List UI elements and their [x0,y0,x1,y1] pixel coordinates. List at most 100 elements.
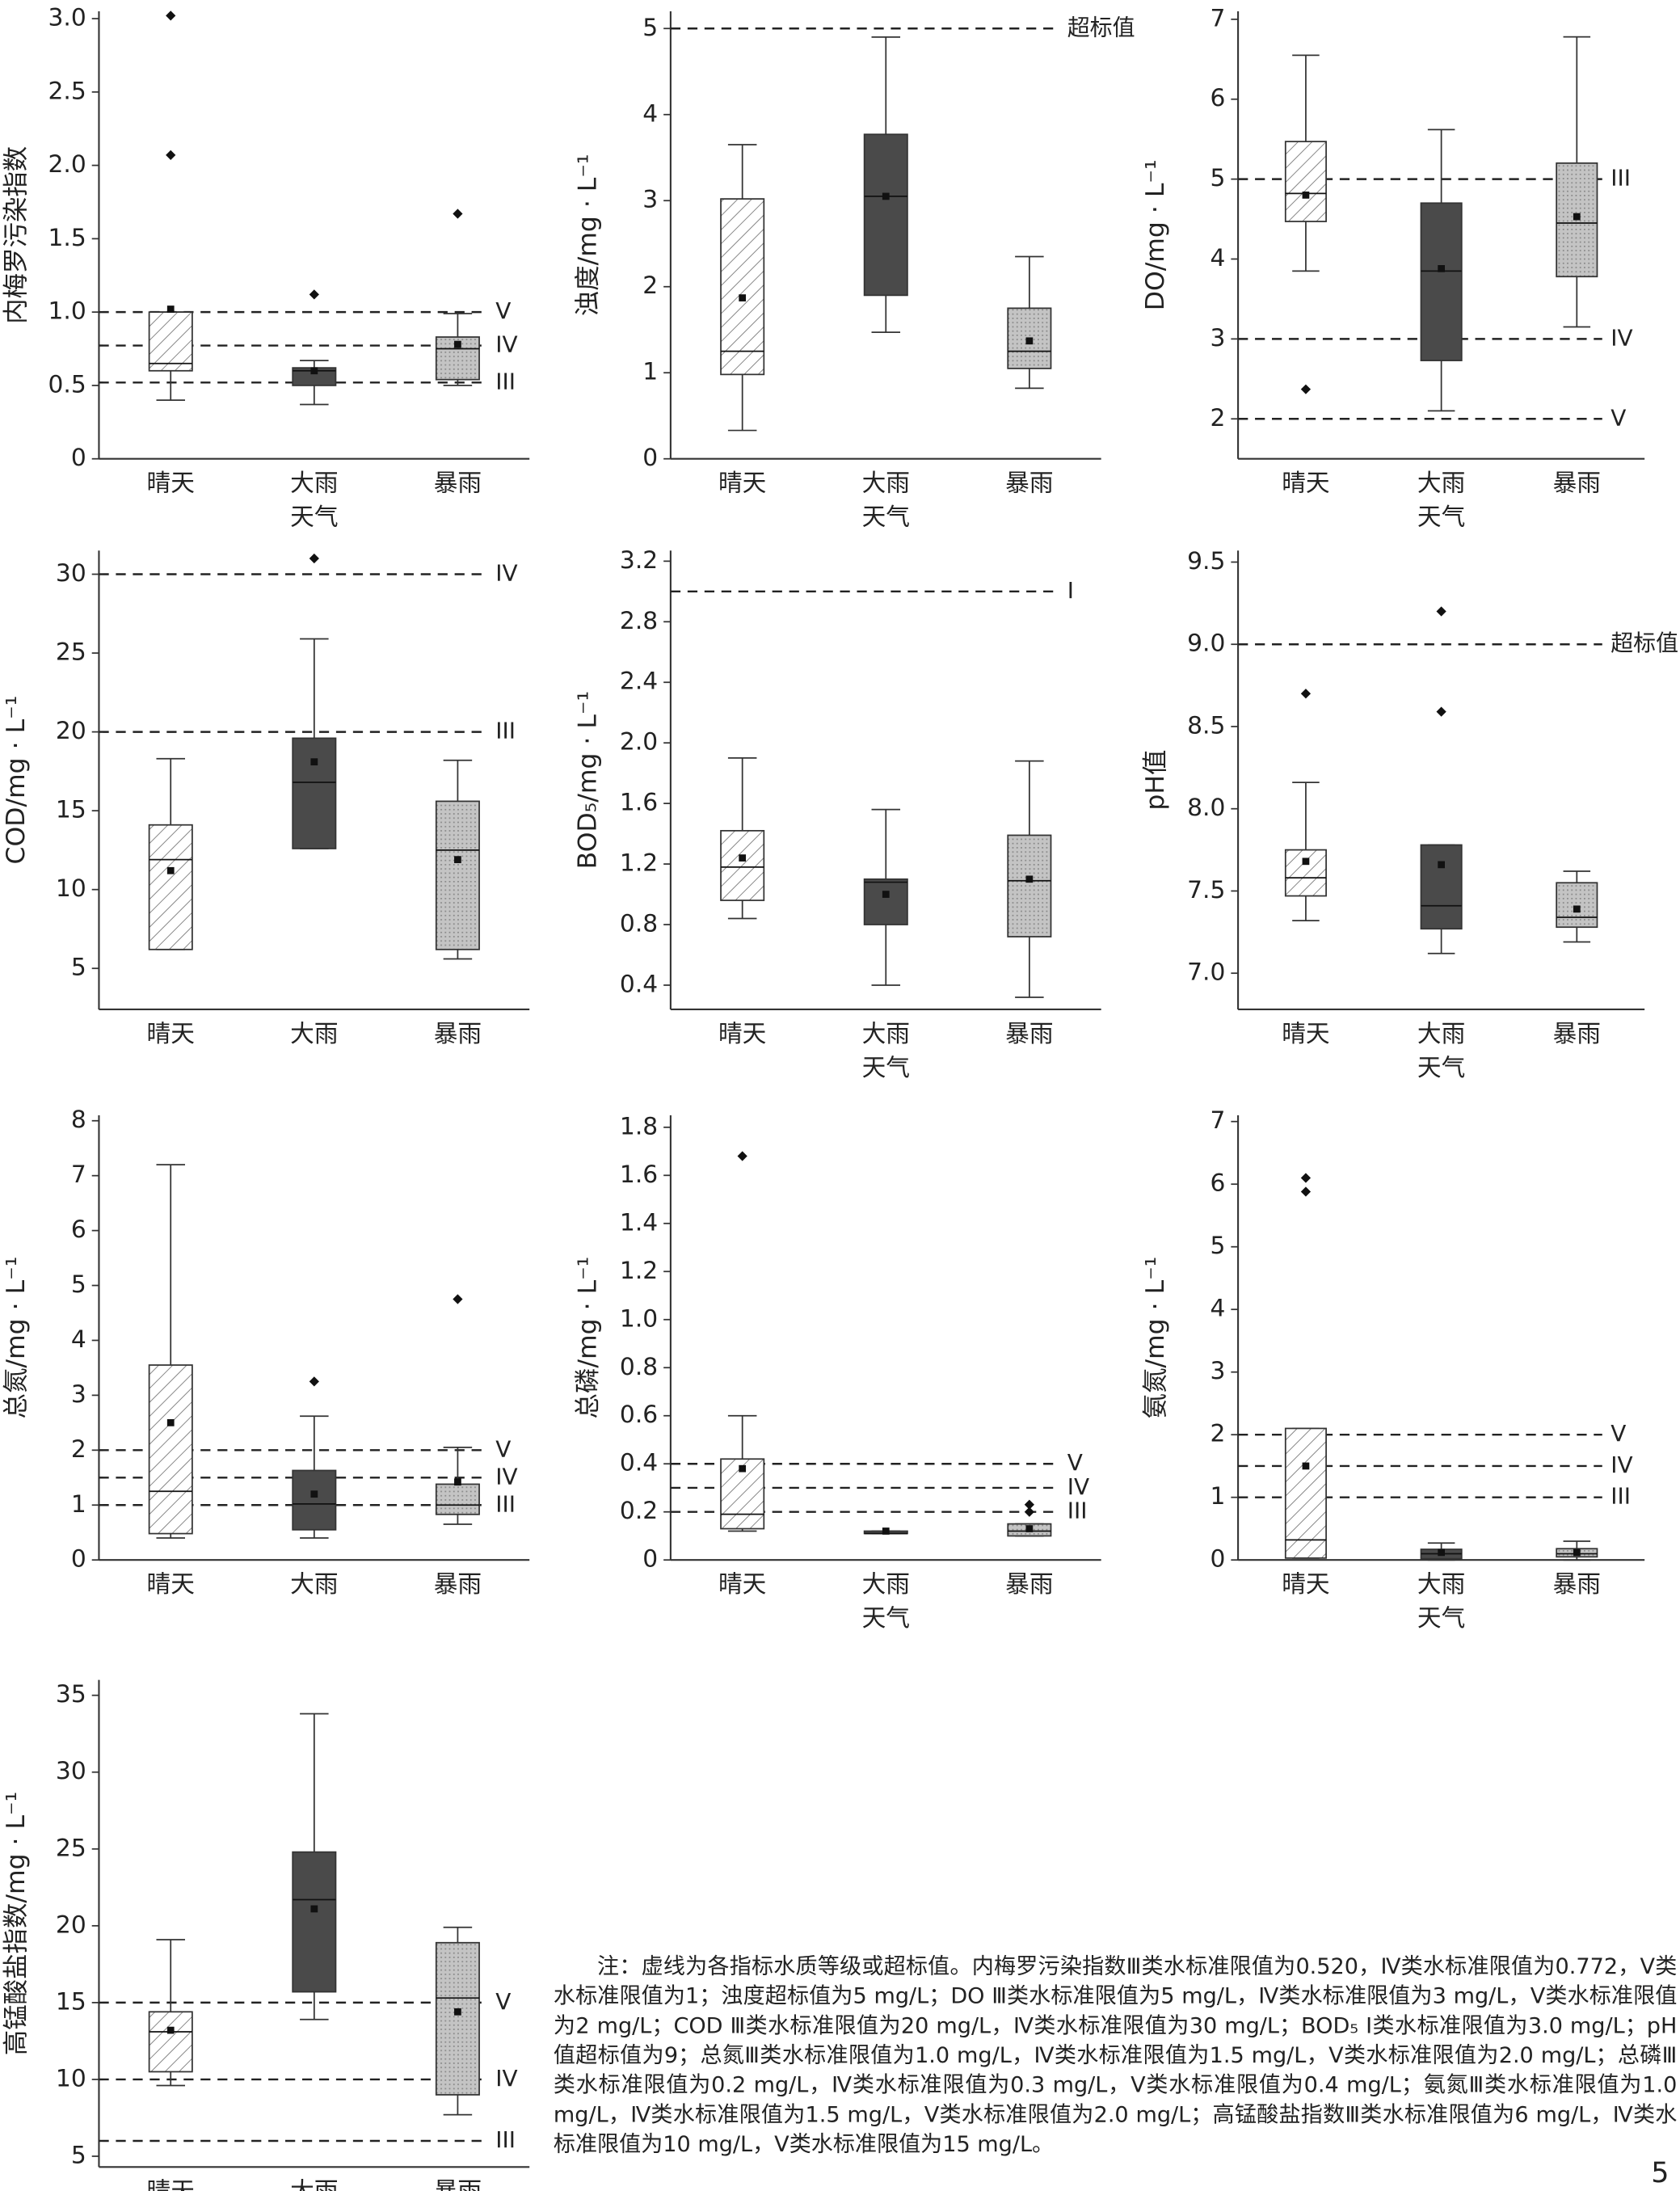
y-tick-label: 8.5 [1187,711,1225,739]
reference-label: III [1611,1483,1631,1510]
y-axis-title: pH值 [1141,750,1170,811]
mean-marker [1302,192,1310,199]
x-tick-label: 大雨 [1417,1570,1465,1599]
x-tick-label: 暴雨 [434,470,482,498]
reference-label: III [495,2126,516,2153]
x-axis-title: 天气 [862,1604,910,1633]
note: 注：虚线为各指标水质等级或超标值。内梅罗污染指数Ⅲ类水标准限值为0.520，Ⅳ类… [553,1953,1678,2158]
reference-label: III [495,1490,516,1517]
mean-marker [310,758,318,766]
box [435,800,480,950]
x-tick-label: 暴雨 [434,2177,482,2191]
x-tick-label: 暴雨 [434,1020,482,1048]
y-tick-label: 2 [642,272,658,300]
y-tick-label: 1.6 [620,1161,658,1189]
y-tick-label: 0.8 [620,910,658,938]
mean-marker [454,340,461,348]
reference-label: 超标值 [1611,630,1678,656]
y-tick-label: 15 [56,1987,86,2016]
y-tick-label: 1.5 [48,224,86,252]
y-tick-label: 20 [56,1911,86,1939]
y-axis-title: DO/mg · L⁻¹ [1141,159,1170,310]
box [720,829,765,901]
x-axis-title: 天气 [1417,1054,1465,1082]
box [720,198,765,376]
box [148,1364,193,1535]
mean-marker [454,856,461,863]
mean-marker [310,1490,318,1498]
outlier [1024,1499,1034,1510]
y-tick-label: 0.2 [620,1497,658,1525]
mean-marker [1302,1462,1310,1470]
x-tick-label: 大雨 [862,470,910,498]
y-tick-label: 3.2 [620,546,658,575]
outlier [453,1294,463,1304]
reference-label: IV [495,2065,517,2092]
y-tick-label: 4 [642,99,658,128]
y-tick-label: 2.5 [48,77,86,105]
mean-marker [1302,857,1310,866]
y-tick-label: 3 [1210,324,1225,352]
y-tick-label: 1 [642,358,658,386]
reference-label: III [1611,165,1631,192]
y-tick-label: 15 [56,796,86,824]
y-axis-title: 氨氮/mg · L⁻¹ [1141,1257,1170,1419]
y-axis-title: 总磷/mg · L⁻¹ [574,1257,603,1419]
mean-marker [739,294,747,301]
mean-marker [1025,875,1034,883]
y-tick-label: 1.4 [620,1208,658,1237]
y-tick-label: 6 [1210,1169,1225,1198]
y-tick-label: 3 [1210,1357,1225,1385]
y-tick-label: 0.4 [620,970,658,998]
mean-marker [1025,337,1034,345]
y-tick-label: 0 [642,444,658,472]
x-tick-label: 晴天 [718,1570,766,1599]
y-tick-label: 4 [1210,244,1225,272]
y-tick-label: 7 [1210,4,1225,32]
y-tick-label: 10 [56,874,86,903]
mean-marker [1438,1548,1445,1557]
outlier [309,1376,319,1387]
outlier [1436,706,1446,717]
outlier [309,553,319,564]
y-tick-label: 35 [56,1680,86,1709]
y-tick-label: 5 [1210,164,1225,192]
box [1284,141,1327,222]
reference-label: IV [495,560,517,587]
mean-marker [1573,1548,1581,1557]
outlier [1300,384,1312,394]
page-number: 5 [1651,2157,1669,2189]
outlier [1024,1506,1034,1517]
y-tick-label: 7 [71,1161,86,1189]
y-tick-label: 20 [56,717,86,745]
note-box: 注：虚线为各指标水质等级或超标值。内梅罗污染指数Ⅲ类水标准限值为0.520，Ⅳ类… [553,1953,1678,2158]
y-tick-label: 2 [1210,1420,1225,1448]
box [435,1483,480,1515]
y-axis-title: 内梅罗污染指数 [2,146,31,324]
y-axis-title: 浊度/mg · L⁻¹ [574,154,603,316]
y-tick-label: 8 [71,1106,86,1134]
x-tick-label: 晴天 [147,470,195,498]
y-tick-label: 3.0 [48,4,86,32]
y-tick-label: 3 [71,1380,86,1409]
outlier [737,1151,747,1161]
y-tick-label: 2.0 [48,150,86,179]
outlier [453,209,463,219]
reference-label: V [1611,1420,1626,1447]
mean-marker [1573,213,1581,221]
y-axis-title: 高锰酸盐指数/mg · L⁻¹ [2,1792,31,2056]
y-tick-label: 2 [1210,404,1225,432]
x-tick-label: 大雨 [862,1570,910,1599]
mean-marker [310,367,318,375]
y-tick-label: 6 [71,1216,86,1244]
x-axis-title: 天气 [1417,1604,1465,1633]
y-tick-label: 5 [71,954,86,982]
box [1284,849,1327,897]
box [1420,202,1463,361]
x-tick-label: 暴雨 [1005,1570,1053,1599]
box [1420,844,1463,930]
x-axis-title: 天气 [862,504,910,532]
reference-label: V [1067,1449,1083,1476]
